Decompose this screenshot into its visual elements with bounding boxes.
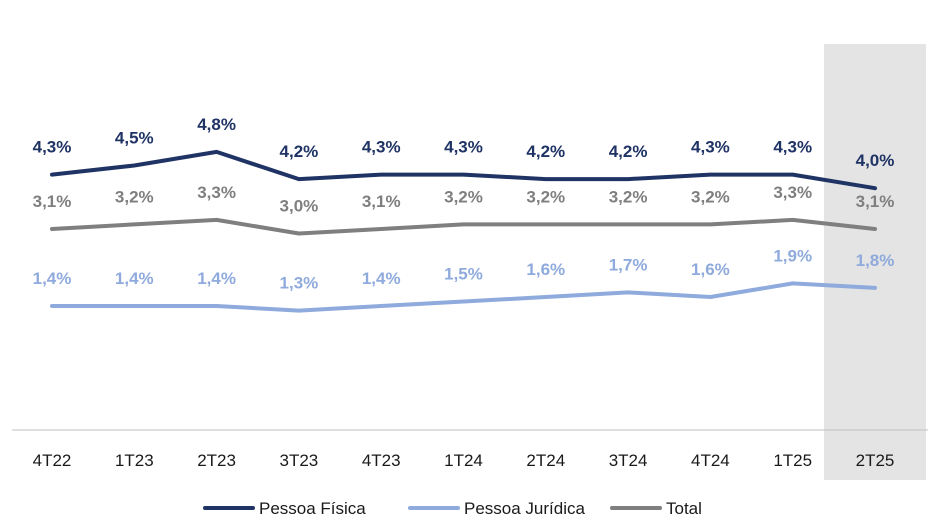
x-tick-label: 2T23 [197,451,236,470]
legend-label: Total [666,499,702,518]
data-label-total: 3,1% [856,192,895,211]
legend-label: Pessoa Jurídica [464,499,585,518]
data-label-pessoa-juridica: 1,3% [280,274,319,293]
series-line-total [50,217,877,236]
data-label-total: 3,2% [609,187,648,206]
data-label-pessoa-fisica: 4,0% [856,151,895,170]
series-line-pessoa-fisica [50,149,877,191]
data-label-total: 3,3% [773,183,812,202]
data-label-total: 3,2% [526,187,565,206]
data-labels: 4,3% 4,5% 4,8% 4,2% 4,3% 4,3% 4,2% 4,2% 4,3% 4,3%… [33,115,895,293]
legend-item-pessoa-fisica: Pessoa Física [203,499,366,518]
data-label-total: 3,3% [197,183,236,202]
data-label-pessoa-fisica: 4,3% [773,138,812,157]
data-label-pessoa-fisica: 4,2% [280,142,319,161]
series-layer [50,149,877,313]
legend-item-pessoa-juridica: Pessoa Jurídica [408,499,585,518]
series-line-pessoa-juridica [50,281,877,313]
data-label-pessoa-juridica: 1,4% [33,269,72,288]
data-label-pessoa-fisica: 4,3% [444,138,483,157]
data-label-pessoa-fisica: 4,3% [691,138,730,157]
data-label-pessoa-juridica: 1,4% [197,269,236,288]
data-label-pessoa-juridica: 1,4% [115,269,154,288]
data-label-pessoa-fisica: 4,3% [362,138,401,157]
x-tick-label: 1T25 [773,451,812,470]
x-tick-label: 3T23 [280,451,319,470]
data-label-pessoa-juridica: 1,8% [856,251,895,270]
data-label-pessoa-juridica: 1,6% [526,260,565,279]
x-tick-label: 4T23 [362,451,401,470]
data-label-pessoa-juridica: 1,9% [773,246,812,265]
x-axis: 4T22 1T23 2T23 3T23 4T23 1T24 2T24 3T24 4T24 1T25… [12,429,928,470]
data-label-pessoa-juridica: 1,6% [691,260,730,279]
x-tick-label: 1T24 [444,451,483,470]
x-tick-label: 4T24 [691,451,730,470]
x-tick-label: 2T25 [856,451,895,470]
data-label-total: 3,1% [33,192,72,211]
data-label-total: 3,2% [115,187,154,206]
x-tick-label: 1T23 [115,451,154,470]
data-label-total: 3,0% [280,197,319,216]
data-label-pessoa-fisica: 4,8% [197,115,236,134]
highlight-band-2t25 [824,44,926,480]
data-label-pessoa-fisica: 4,3% [33,138,72,157]
legend-label: Pessoa Física [259,499,366,518]
legend-item-total: Total [610,499,702,518]
data-label-pessoa-fisica: 4,5% [115,129,154,148]
highlight-layer [824,44,926,480]
data-label-pessoa-fisica: 4,2% [609,142,648,161]
data-label-total: 3,2% [691,187,730,206]
x-tick-label: 4T22 [33,451,72,470]
data-label-pessoa-juridica: 1,4% [362,269,401,288]
x-tick-label: 3T24 [609,451,648,470]
legend: Pessoa Física Pessoa Jurídica Total [203,499,702,518]
data-label-total: 3,1% [362,192,401,211]
x-tick-label: 2T24 [526,451,565,470]
data-label-pessoa-fisica: 4,2% [526,142,565,161]
data-label-pessoa-juridica: 1,5% [444,265,483,284]
data-label-total: 3,2% [444,187,483,206]
data-label-pessoa-juridica: 1,7% [609,255,648,274]
